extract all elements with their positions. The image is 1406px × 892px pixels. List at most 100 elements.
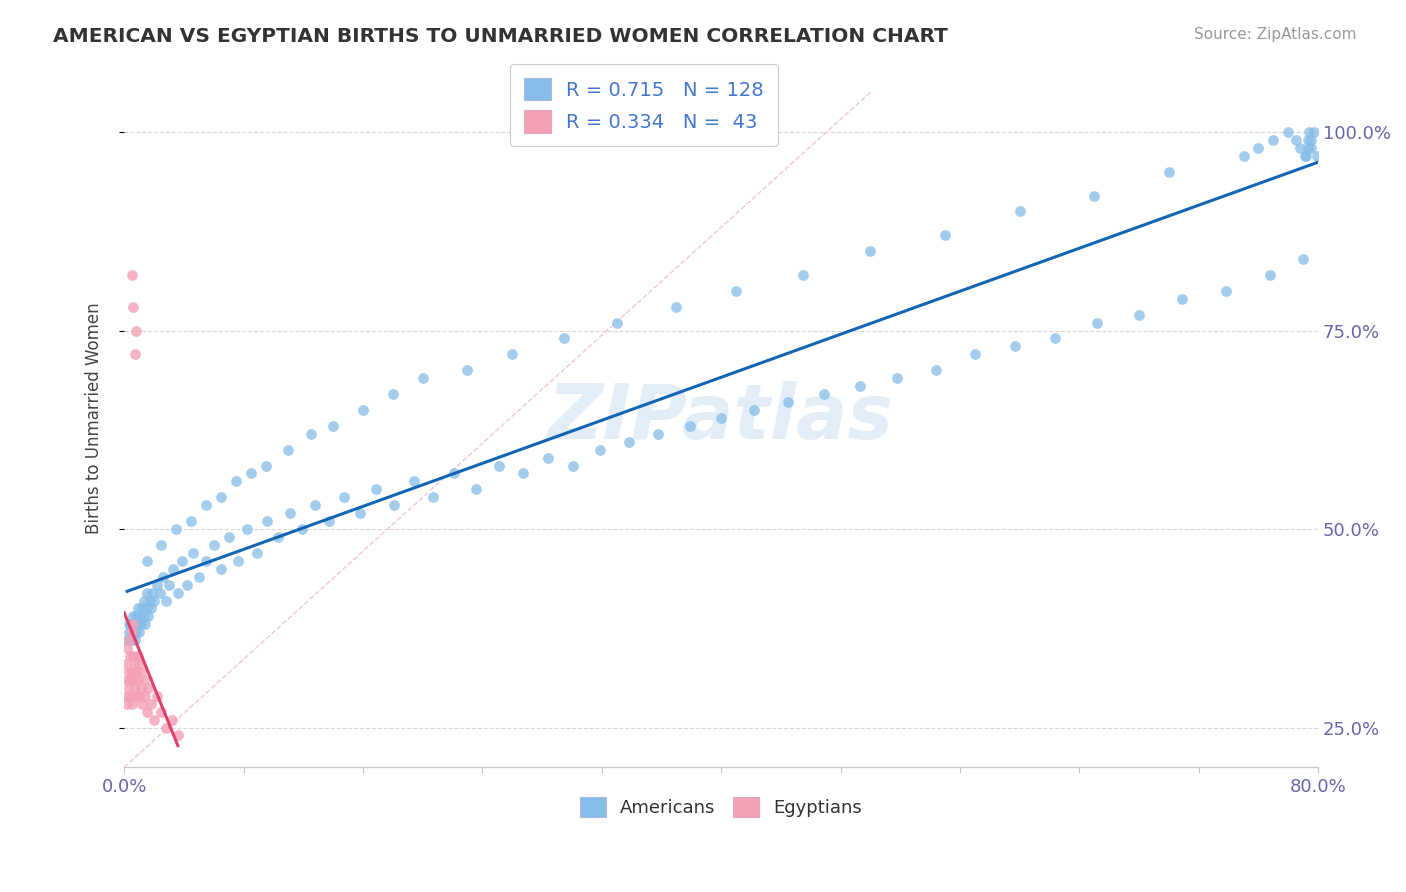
Point bbox=[155, 721, 177, 735]
Point bbox=[128, 625, 150, 640]
Point bbox=[1083, 188, 1105, 202]
Point bbox=[167, 729, 190, 743]
Point bbox=[412, 371, 434, 385]
Point bbox=[859, 244, 882, 259]
Point bbox=[1302, 125, 1324, 139]
Point bbox=[146, 577, 169, 591]
Point bbox=[501, 347, 523, 361]
Point bbox=[131, 601, 153, 615]
Point bbox=[121, 268, 143, 282]
Point bbox=[120, 649, 142, 664]
Point bbox=[1296, 133, 1319, 147]
Point bbox=[150, 538, 173, 552]
Point bbox=[114, 657, 136, 671]
Point bbox=[742, 403, 765, 417]
Point bbox=[150, 705, 173, 719]
Point bbox=[127, 649, 149, 664]
Point bbox=[1292, 252, 1315, 266]
Point bbox=[589, 442, 612, 457]
Point bbox=[402, 475, 425, 489]
Text: Source: ZipAtlas.com: Source: ZipAtlas.com bbox=[1194, 27, 1357, 42]
Point bbox=[512, 467, 534, 481]
Point bbox=[291, 522, 314, 536]
Point bbox=[132, 673, 155, 687]
Point bbox=[443, 467, 465, 481]
Point bbox=[136, 609, 159, 624]
Point bbox=[725, 284, 748, 298]
Point bbox=[278, 506, 301, 520]
Point bbox=[256, 514, 278, 528]
Point bbox=[122, 617, 145, 632]
Point bbox=[124, 617, 146, 632]
Point bbox=[963, 347, 986, 361]
Point bbox=[128, 657, 150, 671]
Point bbox=[1296, 141, 1319, 155]
Point bbox=[135, 585, 157, 599]
Point bbox=[1305, 149, 1327, 163]
Point bbox=[120, 673, 142, 687]
Point bbox=[1294, 149, 1316, 163]
Point bbox=[125, 689, 148, 703]
Point bbox=[124, 633, 146, 648]
Point bbox=[240, 467, 263, 481]
Point bbox=[202, 538, 225, 552]
Point bbox=[115, 633, 138, 648]
Point bbox=[934, 228, 956, 243]
Point bbox=[125, 665, 148, 679]
Point bbox=[710, 410, 733, 425]
Point bbox=[537, 450, 560, 465]
Legend: Americans, Egyptians: Americans, Egyptians bbox=[574, 789, 869, 824]
Point bbox=[172, 554, 194, 568]
Point bbox=[121, 617, 143, 632]
Point bbox=[114, 689, 136, 703]
Point bbox=[606, 316, 628, 330]
Point bbox=[647, 426, 669, 441]
Point bbox=[1277, 125, 1299, 139]
Point bbox=[1215, 284, 1237, 298]
Point bbox=[318, 514, 340, 528]
Point bbox=[127, 617, 149, 632]
Point bbox=[925, 363, 948, 377]
Point bbox=[120, 633, 142, 648]
Point bbox=[553, 331, 575, 345]
Point bbox=[117, 665, 139, 679]
Point bbox=[115, 697, 138, 711]
Point bbox=[129, 617, 152, 632]
Point bbox=[349, 506, 371, 520]
Point bbox=[1298, 125, 1320, 139]
Point bbox=[149, 585, 172, 599]
Point bbox=[127, 673, 149, 687]
Point bbox=[1004, 339, 1026, 353]
Point bbox=[135, 705, 157, 719]
Point bbox=[131, 697, 153, 711]
Point bbox=[115, 641, 138, 656]
Point bbox=[139, 697, 162, 711]
Point bbox=[254, 458, 277, 473]
Point bbox=[121, 625, 143, 640]
Y-axis label: Births to Unmarried Women: Births to Unmarried Women bbox=[86, 302, 103, 533]
Point bbox=[381, 387, 404, 401]
Point bbox=[267, 530, 290, 544]
Text: ZIPatlas: ZIPatlas bbox=[548, 381, 894, 455]
Point bbox=[120, 689, 142, 703]
Point bbox=[813, 387, 835, 401]
Point bbox=[135, 601, 157, 615]
Point bbox=[1295, 149, 1317, 163]
Point bbox=[121, 697, 143, 711]
Point bbox=[128, 609, 150, 624]
Point bbox=[1085, 316, 1108, 330]
Point bbox=[195, 498, 218, 512]
Point bbox=[778, 395, 800, 409]
Point bbox=[1232, 149, 1254, 163]
Point bbox=[181, 546, 204, 560]
Point bbox=[225, 475, 247, 489]
Text: AMERICAN VS EGYPTIAN BIRTHS TO UNMARRIED WOMEN CORRELATION CHART: AMERICAN VS EGYPTIAN BIRTHS TO UNMARRIED… bbox=[53, 27, 948, 45]
Point bbox=[277, 442, 299, 457]
Point bbox=[209, 562, 232, 576]
Point bbox=[332, 491, 354, 505]
Point bbox=[1045, 331, 1067, 345]
Point bbox=[125, 625, 148, 640]
Point bbox=[1260, 268, 1282, 282]
Point bbox=[679, 418, 702, 433]
Point bbox=[129, 681, 152, 695]
